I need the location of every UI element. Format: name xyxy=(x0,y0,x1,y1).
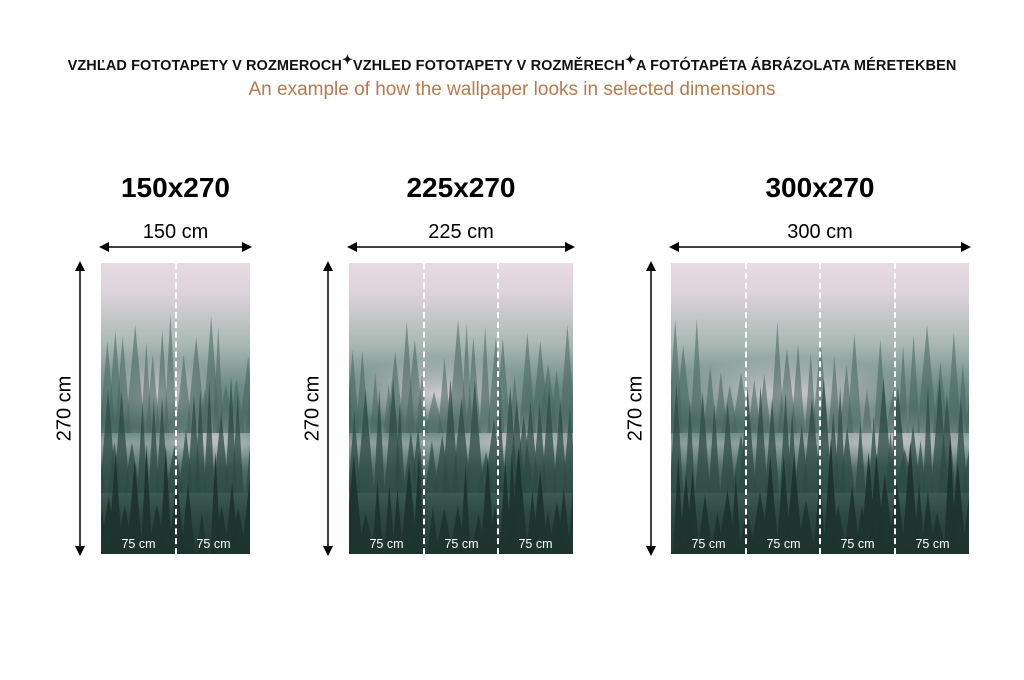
height-arrow-icon xyxy=(646,261,656,556)
wallpaper-preview: 75 cm 75 cm 75 cm 75 cm xyxy=(671,263,969,554)
height-arrow-icon xyxy=(323,261,333,556)
panel-title: 300x270 xyxy=(765,172,875,203)
width-label: 225 cm xyxy=(428,221,494,243)
segment-width-label: 75 cm xyxy=(444,537,479,551)
segment-width-label: 75 cm xyxy=(766,537,801,551)
height-label: 270 cm xyxy=(624,375,647,442)
panel-seam xyxy=(894,263,896,554)
height-label: 270 cm xyxy=(301,375,324,442)
header-subtitle: An example of how the wallpaper looks in… xyxy=(248,79,776,100)
sparkle-icon: ✦ xyxy=(624,52,636,67)
wallpaper-preview: 75 cm 75 cm 75 cm xyxy=(349,263,573,554)
panel-seam xyxy=(745,263,747,554)
header-cz: VZHLED FOTOTAPETY V ROZMĚRECH xyxy=(352,58,625,74)
segment-width-label: 75 cm xyxy=(518,537,553,551)
width-arrow-icon xyxy=(669,242,971,252)
header-sk: VZHĽAD FOTOTAPETY V ROZMEROCH xyxy=(67,58,342,74)
panel-seam xyxy=(819,263,821,554)
width-arrow-icon xyxy=(347,242,575,252)
panel-seam xyxy=(423,263,425,554)
wallpaper-preview: 75 cm 75 cm xyxy=(101,263,250,554)
forest-illustration xyxy=(671,318,969,554)
panel-seam xyxy=(497,263,499,554)
segment-width-label: 75 cm xyxy=(915,537,950,551)
forest-illustration xyxy=(349,319,573,554)
segment-width-label: 75 cm xyxy=(369,537,404,551)
forest-illustration xyxy=(101,314,250,554)
segment-width-label: 75 cm xyxy=(840,537,875,551)
segment-width-label: 75 cm xyxy=(121,537,156,551)
segment-width-label: 75 cm xyxy=(196,537,231,551)
header-hu: A FOTÓTAPÉTA ÁBRÁZOLATA MÉRETEKBEN xyxy=(635,58,957,74)
width-label: 150 cm xyxy=(142,221,209,243)
height-arrow-icon xyxy=(75,261,85,556)
panel-title: 225x270 xyxy=(406,172,516,203)
width-arrow-icon xyxy=(99,242,252,252)
sparkle-icon: ✦ xyxy=(341,52,353,67)
segment-width-label: 75 cm xyxy=(691,537,726,551)
height-label: 270 cm xyxy=(53,375,76,442)
panel-seam xyxy=(175,263,177,554)
panel-title: 150x270 xyxy=(120,172,230,203)
header-languages: VZHĽAD FOTOTAPETY V ROZMEROCH✦VZHLED FOT… xyxy=(0,52,1024,74)
width-label: 300 cm xyxy=(787,221,853,243)
